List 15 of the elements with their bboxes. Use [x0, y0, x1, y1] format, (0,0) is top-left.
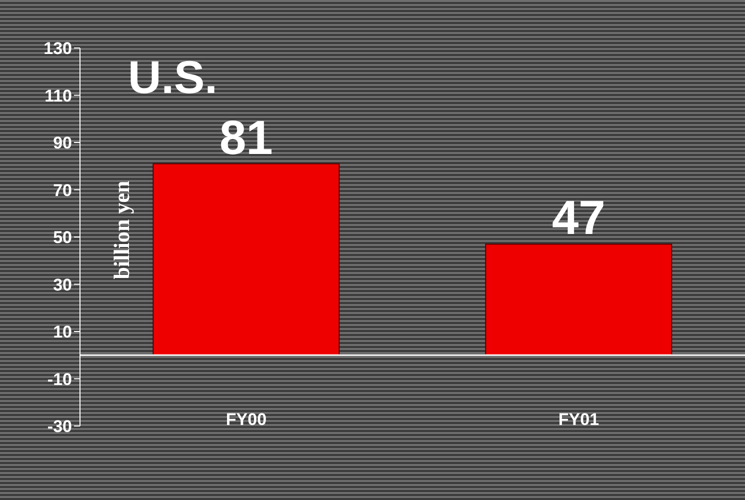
y-tick-label: -30	[47, 417, 72, 436]
data-label: 81	[219, 112, 273, 165]
y-tick-label: 50	[53, 228, 72, 248]
y-tick-label: 110	[44, 86, 72, 106]
y-tick-label: 90	[53, 134, 72, 153]
data-label: 47	[552, 192, 606, 246]
y-axis-title: billion yen	[109, 180, 135, 280]
chart-title: U.S.	[128, 50, 218, 104]
y-tick-label: 130	[44, 39, 72, 58]
y-tick-label: -10	[47, 370, 72, 389]
x-tick-label: FY01	[558, 410, 600, 430]
x-tick-label: FY00	[226, 410, 267, 430]
y-tick-label: 30	[53, 275, 72, 294]
y-tick-label: 70	[53, 180, 72, 200]
y-tick-label: 10	[53, 322, 72, 342]
